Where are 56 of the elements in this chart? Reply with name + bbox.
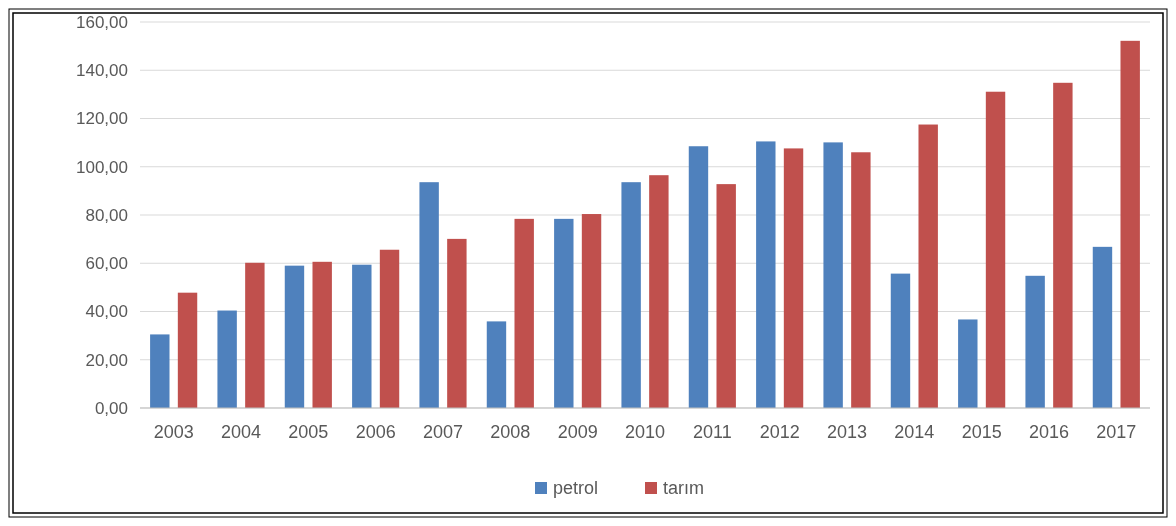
x-tick-label: 2004 xyxy=(220,422,262,442)
y-tick-label: 160,00 xyxy=(76,12,128,32)
bar xyxy=(649,175,669,408)
x-tick-label: 2013 xyxy=(826,422,868,442)
bar xyxy=(150,334,170,408)
bar xyxy=(284,265,305,408)
bar xyxy=(554,218,574,408)
x-tick-label: 2010 xyxy=(624,422,666,442)
x-tick-label: 2014 xyxy=(894,422,935,442)
bar xyxy=(379,249,400,408)
bar xyxy=(985,91,1006,408)
x-tick-label: 2017 xyxy=(1096,422,1137,442)
bar xyxy=(312,261,332,408)
bar xyxy=(486,321,507,408)
y-tick-label: 80,00 xyxy=(85,205,128,225)
bar xyxy=(621,182,641,408)
bar xyxy=(514,218,534,408)
bar xyxy=(447,238,467,408)
y-tick-label: 140,00 xyxy=(76,61,128,81)
x-tick-label: 2012 xyxy=(759,422,800,442)
x-tick-label: 2011 xyxy=(692,422,732,442)
bar xyxy=(1092,246,1113,408)
bar xyxy=(890,273,911,408)
bar xyxy=(1025,275,1045,408)
bar xyxy=(1120,40,1140,408)
y-tick-label: 100,00 xyxy=(76,157,128,177)
y-tick-label: 60,00 xyxy=(85,254,128,274)
x-tick-label: 2003 xyxy=(153,422,194,442)
bar xyxy=(851,152,871,408)
x-tick-label: 2007 xyxy=(422,422,464,442)
bar xyxy=(958,319,978,408)
bar xyxy=(217,310,237,408)
bar xyxy=(716,184,736,408)
bar xyxy=(352,264,372,408)
y-tick-label: 0,00 xyxy=(94,398,128,418)
x-tick-label: 2005 xyxy=(288,422,329,442)
x-tick-label: 2016 xyxy=(1028,422,1070,442)
bar xyxy=(581,214,602,408)
y-tick-label: 120,00 xyxy=(76,109,128,129)
legend-label: tarım xyxy=(663,478,705,499)
x-tick-label: 2006 xyxy=(355,422,396,442)
bar xyxy=(177,292,198,408)
bar xyxy=(918,124,938,408)
y-tick-label: 20,00 xyxy=(85,350,128,370)
y-tick-label: 40,00 xyxy=(85,302,128,322)
x-tick-label: 2008 xyxy=(490,422,531,442)
bar xyxy=(756,141,776,408)
legend-label: petrol xyxy=(553,478,599,499)
bar xyxy=(823,142,843,408)
x-tick-label: 2015 xyxy=(961,422,1002,442)
bar xyxy=(1053,82,1073,408)
bar xyxy=(688,146,709,408)
bar xyxy=(245,262,265,408)
bar xyxy=(783,148,804,408)
x-tick-label: 2009 xyxy=(557,422,598,442)
bar xyxy=(419,182,439,408)
